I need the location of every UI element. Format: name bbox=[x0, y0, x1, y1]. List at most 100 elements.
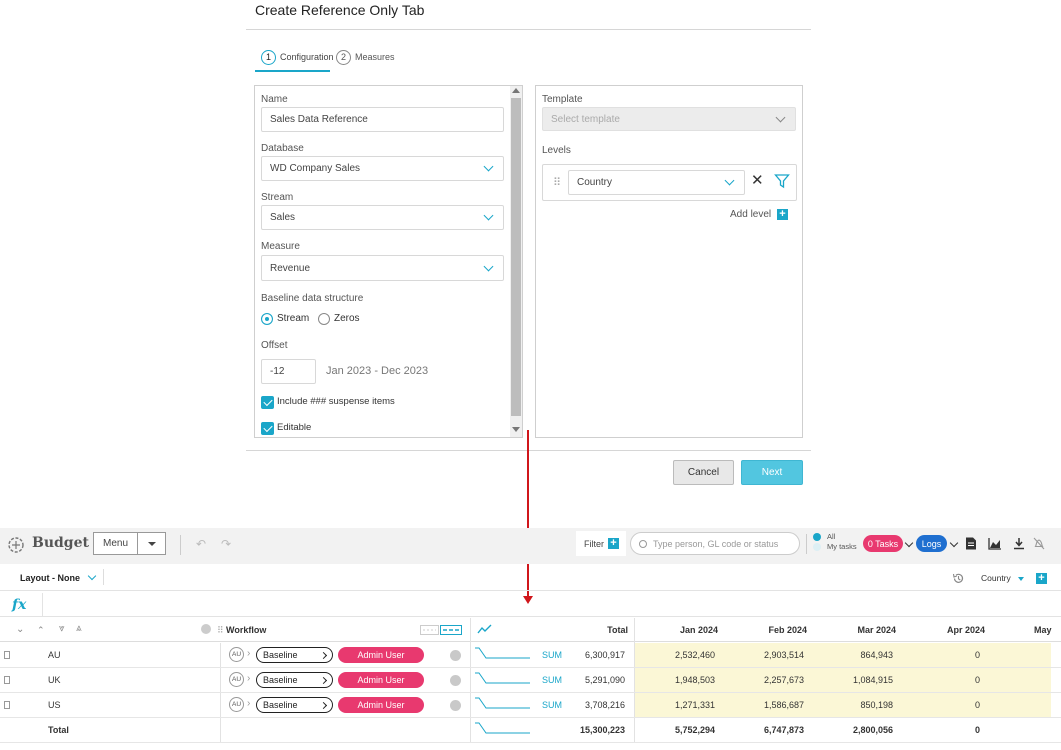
trend-icon[interactable] bbox=[477, 624, 492, 634]
status-check-icon[interactable] bbox=[450, 700, 461, 711]
divider bbox=[42, 593, 43, 617]
total-cell[interactable]: 3,708,216 bbox=[584, 700, 625, 710]
add-level-button[interactable]: + bbox=[777, 209, 788, 220]
measure-value: Revenue bbox=[270, 262, 311, 274]
divider bbox=[103, 569, 104, 585]
drag-handle-icon[interactable]: ⠿ bbox=[217, 625, 224, 635]
next-button[interactable]: Next bbox=[741, 460, 803, 485]
column-divider bbox=[634, 618, 635, 742]
month-cell[interactable]: 0 bbox=[975, 700, 981, 710]
offset-range: Jan 2023 - Dec 2023 bbox=[326, 365, 429, 377]
chevron-down-icon bbox=[483, 210, 494, 221]
aggregation-label[interactable]: SUM bbox=[542, 700, 562, 710]
search-input[interactable]: Type person, GL code or status bbox=[630, 532, 800, 555]
remove-level-icon[interactable]: ✕ bbox=[751, 172, 764, 189]
measure-select[interactable]: Revenue bbox=[261, 255, 504, 281]
mute-notifications-icon[interactable] bbox=[1033, 537, 1045, 550]
dialog-title: Create Reference Only Tab bbox=[255, 2, 425, 18]
divider bbox=[806, 534, 807, 554]
add-dimension-button[interactable]: + bbox=[1036, 573, 1047, 584]
expand-all-icon[interactable]: ⩓ bbox=[76, 623, 82, 634]
menu-button[interactable]: Menu bbox=[93, 532, 166, 555]
scope-all-radio[interactable] bbox=[813, 533, 821, 542]
filter-icon[interactable] bbox=[774, 173, 790, 189]
settings-icon[interactable] bbox=[201, 624, 211, 634]
row-expand-icon[interactable] bbox=[4, 701, 10, 709]
tasks-badge[interactable]: 0 Tasks bbox=[863, 535, 903, 552]
month-cell[interactable]: 850,198 bbox=[860, 700, 893, 710]
annotation-arrow-line bbox=[527, 430, 529, 598]
levels-label: Levels bbox=[542, 145, 571, 156]
month-cell[interactable]: 0 bbox=[975, 675, 981, 685]
level-select[interactable]: Country bbox=[568, 170, 745, 195]
collapse-icon[interactable]: ⌄ bbox=[16, 624, 25, 635]
month-cell[interactable]: 1,948,503 bbox=[674, 675, 715, 685]
month-cell[interactable]: 1,271,331 bbox=[674, 700, 715, 710]
owner-badge[interactable]: Admin User bbox=[338, 647, 424, 663]
sparkline bbox=[475, 672, 530, 684]
layout-select[interactable]: Layout - None bbox=[20, 571, 96, 583]
month-cell[interactable]: 0 bbox=[975, 650, 981, 660]
name-input[interactable]: Sales Data Reference bbox=[261, 107, 504, 132]
month-header: May bbox=[1034, 625, 1052, 635]
scrollbar-thumb[interactable] bbox=[511, 98, 521, 416]
arrow-right-icon bbox=[319, 676, 328, 684]
row-expand-icon[interactable] bbox=[4, 651, 10, 659]
drag-handle-icon[interactable]: ⠿ bbox=[553, 177, 561, 189]
stage-label: Baseline bbox=[263, 650, 298, 660]
status-check-icon[interactable] bbox=[450, 650, 461, 661]
month-cell[interactable]: 2,903,514 bbox=[763, 650, 804, 660]
dimension-label: Country bbox=[981, 573, 1011, 583]
collapse-all-icon[interactable]: ⩔ bbox=[59, 623, 65, 634]
chart-icon[interactable] bbox=[988, 537, 1002, 550]
menu-dropdown-icon[interactable] bbox=[138, 533, 165, 554]
history-icon[interactable] bbox=[952, 572, 965, 585]
radio-stream[interactable] bbox=[261, 313, 273, 325]
owner-badge[interactable]: Admin User bbox=[338, 672, 424, 688]
redo-icon[interactable]: ↷ bbox=[221, 537, 232, 551]
expand-icon[interactable]: ⌃ bbox=[37, 625, 45, 635]
task-scope-toggle[interactable]: All My tasks bbox=[813, 532, 857, 552]
total-cell[interactable]: 5,291,090 bbox=[584, 675, 625, 685]
offset-input[interactable]: -12 bbox=[261, 359, 316, 384]
logs-button[interactable]: Logs bbox=[916, 535, 947, 552]
workflow-stage-button[interactable]: Baseline bbox=[256, 697, 333, 713]
scroll-down-icon[interactable] bbox=[512, 427, 520, 432]
menu-label: Menu bbox=[94, 533, 138, 554]
avatar: AU bbox=[229, 647, 244, 662]
workflow-stage-button[interactable]: Baseline bbox=[256, 672, 333, 688]
template-select[interactable]: Select template bbox=[542, 107, 796, 131]
tab-configuration[interactable]: 1 Configuration bbox=[261, 48, 334, 66]
aggregation-label[interactable]: SUM bbox=[542, 675, 562, 685]
undo-icon[interactable]: ↶ bbox=[196, 537, 207, 551]
view-toggle-icon[interactable] bbox=[420, 625, 462, 635]
month-cell[interactable]: 864,943 bbox=[860, 650, 893, 660]
scope-mine-radio[interactable] bbox=[813, 543, 821, 552]
cancel-button[interactable]: Cancel bbox=[673, 460, 734, 485]
month-cell[interactable]: 1,084,915 bbox=[852, 675, 893, 685]
stream-select[interactable]: Sales bbox=[261, 205, 504, 230]
document-icon[interactable] bbox=[965, 537, 977, 550]
month-cell[interactable]: 2,532,460 bbox=[674, 650, 715, 660]
total-header: Total bbox=[607, 625, 628, 635]
formula-bar[interactable] bbox=[0, 592, 1061, 617]
download-icon[interactable] bbox=[1013, 537, 1025, 550]
row-expand-icon[interactable] bbox=[4, 676, 10, 684]
workflow-stage-button[interactable]: Baseline bbox=[256, 647, 333, 663]
dimension-select[interactable]: Country bbox=[981, 573, 1025, 583]
scroll-up-icon[interactable] bbox=[512, 88, 520, 93]
level-row bbox=[542, 164, 797, 201]
status-check-icon[interactable] bbox=[450, 675, 461, 686]
include-suspense-checkbox[interactable] bbox=[261, 396, 274, 409]
database-select[interactable]: WD Company Sales bbox=[261, 156, 504, 181]
aggregation-label[interactable]: SUM bbox=[542, 650, 562, 660]
editable-checkbox[interactable] bbox=[261, 422, 274, 435]
owner-badge[interactable]: Admin User bbox=[338, 697, 424, 713]
month-cell[interactable]: 1,586,687 bbox=[763, 700, 804, 710]
filter-button[interactable]: Filter + bbox=[576, 531, 626, 556]
tab-measures[interactable]: 2 Measures bbox=[336, 48, 395, 66]
total-cell[interactable]: 6,300,917 bbox=[584, 650, 625, 660]
month-cell[interactable]: 2,257,673 bbox=[763, 675, 804, 685]
total-cell: 15,300,223 bbox=[579, 725, 625, 735]
radio-zeros[interactable] bbox=[318, 313, 330, 325]
